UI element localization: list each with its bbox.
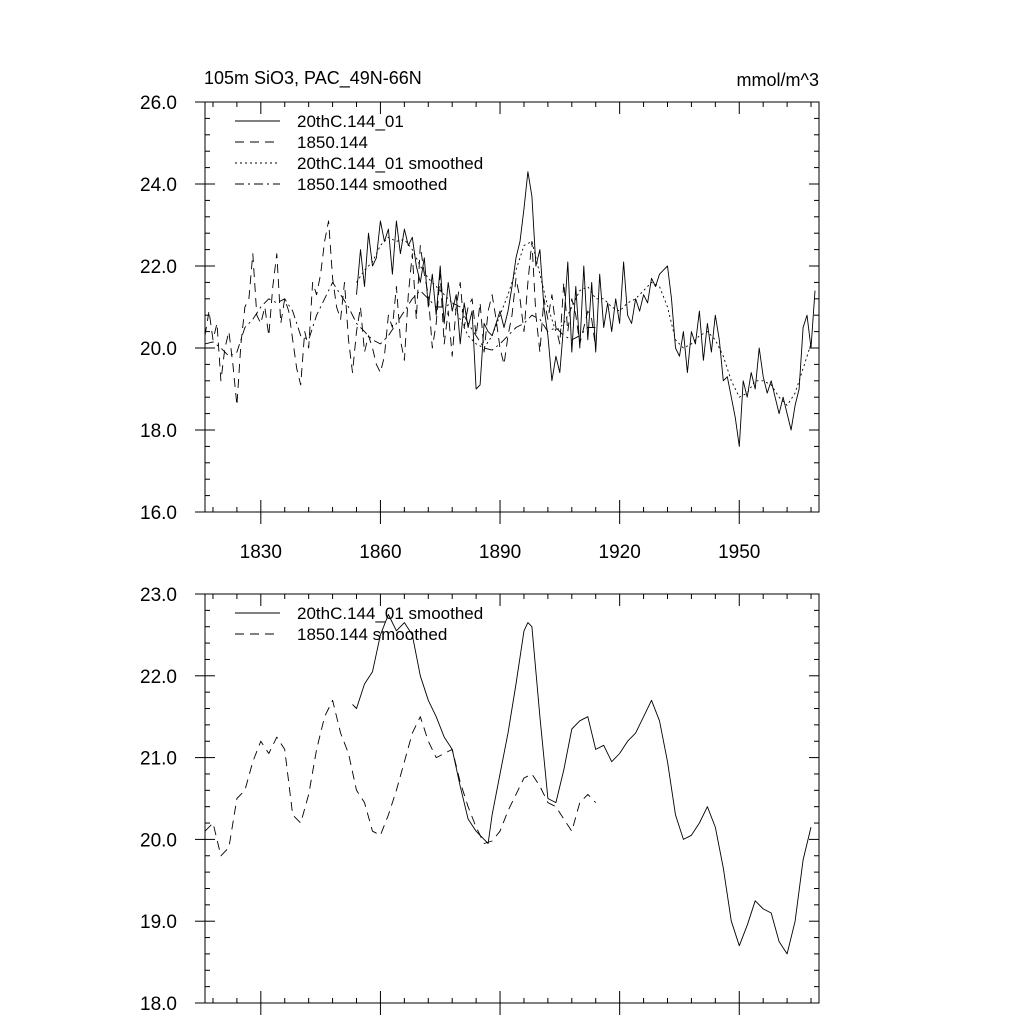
legend-label: 1850.144 smoothed: [297, 175, 447, 194]
legend-label: 1850.144: [297, 133, 368, 152]
plot-frame: [204, 593, 820, 1004]
units-label: mmol/m^3: [737, 70, 819, 90]
x-tick-label: 1830: [240, 542, 282, 563]
y-tick-label: 24.0: [140, 175, 177, 196]
legend-label: 20thC.144_01: [297, 112, 404, 131]
y-tick-label: 23.0: [140, 585, 177, 606]
y-tick-label: 19.0: [140, 912, 177, 933]
y-tick-label: 22.0: [140, 257, 177, 278]
y-tick-label: 21.0: [140, 749, 177, 770]
y-tick-label: 16.0: [140, 503, 177, 524]
series-line: [204, 220, 597, 406]
y-tick-label: 18.0: [140, 421, 177, 442]
chart-title: 105m SiO3, PAC_49N-66N: [204, 68, 422, 89]
series-line: [204, 699, 597, 857]
series-line: [204, 281, 596, 357]
x-tick-label: 1920: [599, 542, 641, 563]
top-panel: 16.0 18.0 20.0 22.0 24.0 26.0 1830 1860 1890 1920…: [140, 93, 820, 563]
x-tick-label: 1950: [718, 542, 760, 563]
series-line: [356, 171, 816, 447]
legend-label: 20thC.144_01 smoothed: [297, 154, 483, 173]
plot-frame: [204, 101, 820, 513]
x-tick-label: 1890: [479, 542, 521, 563]
legend-label: 1850.144 smoothed: [297, 625, 447, 644]
y-tick-label: 22.0: [140, 667, 177, 688]
legend-label: 20thC.144_01 smoothed: [297, 604, 483, 623]
x-tick-label: 1860: [359, 542, 401, 563]
y-tick-label: 20.0: [140, 830, 177, 851]
series-line: [356, 236, 812, 406]
y-tick-label: 18.0: [140, 994, 177, 1015]
y-tick-label: 20.0: [140, 339, 177, 360]
bottom-panel: 18.0 19.0 20.0 21.0 22.0 23.0 20thC.144_01 smo…: [140, 585, 820, 1015]
y-tick-label: 26.0: [140, 93, 177, 114]
series-line: [352, 614, 812, 955]
